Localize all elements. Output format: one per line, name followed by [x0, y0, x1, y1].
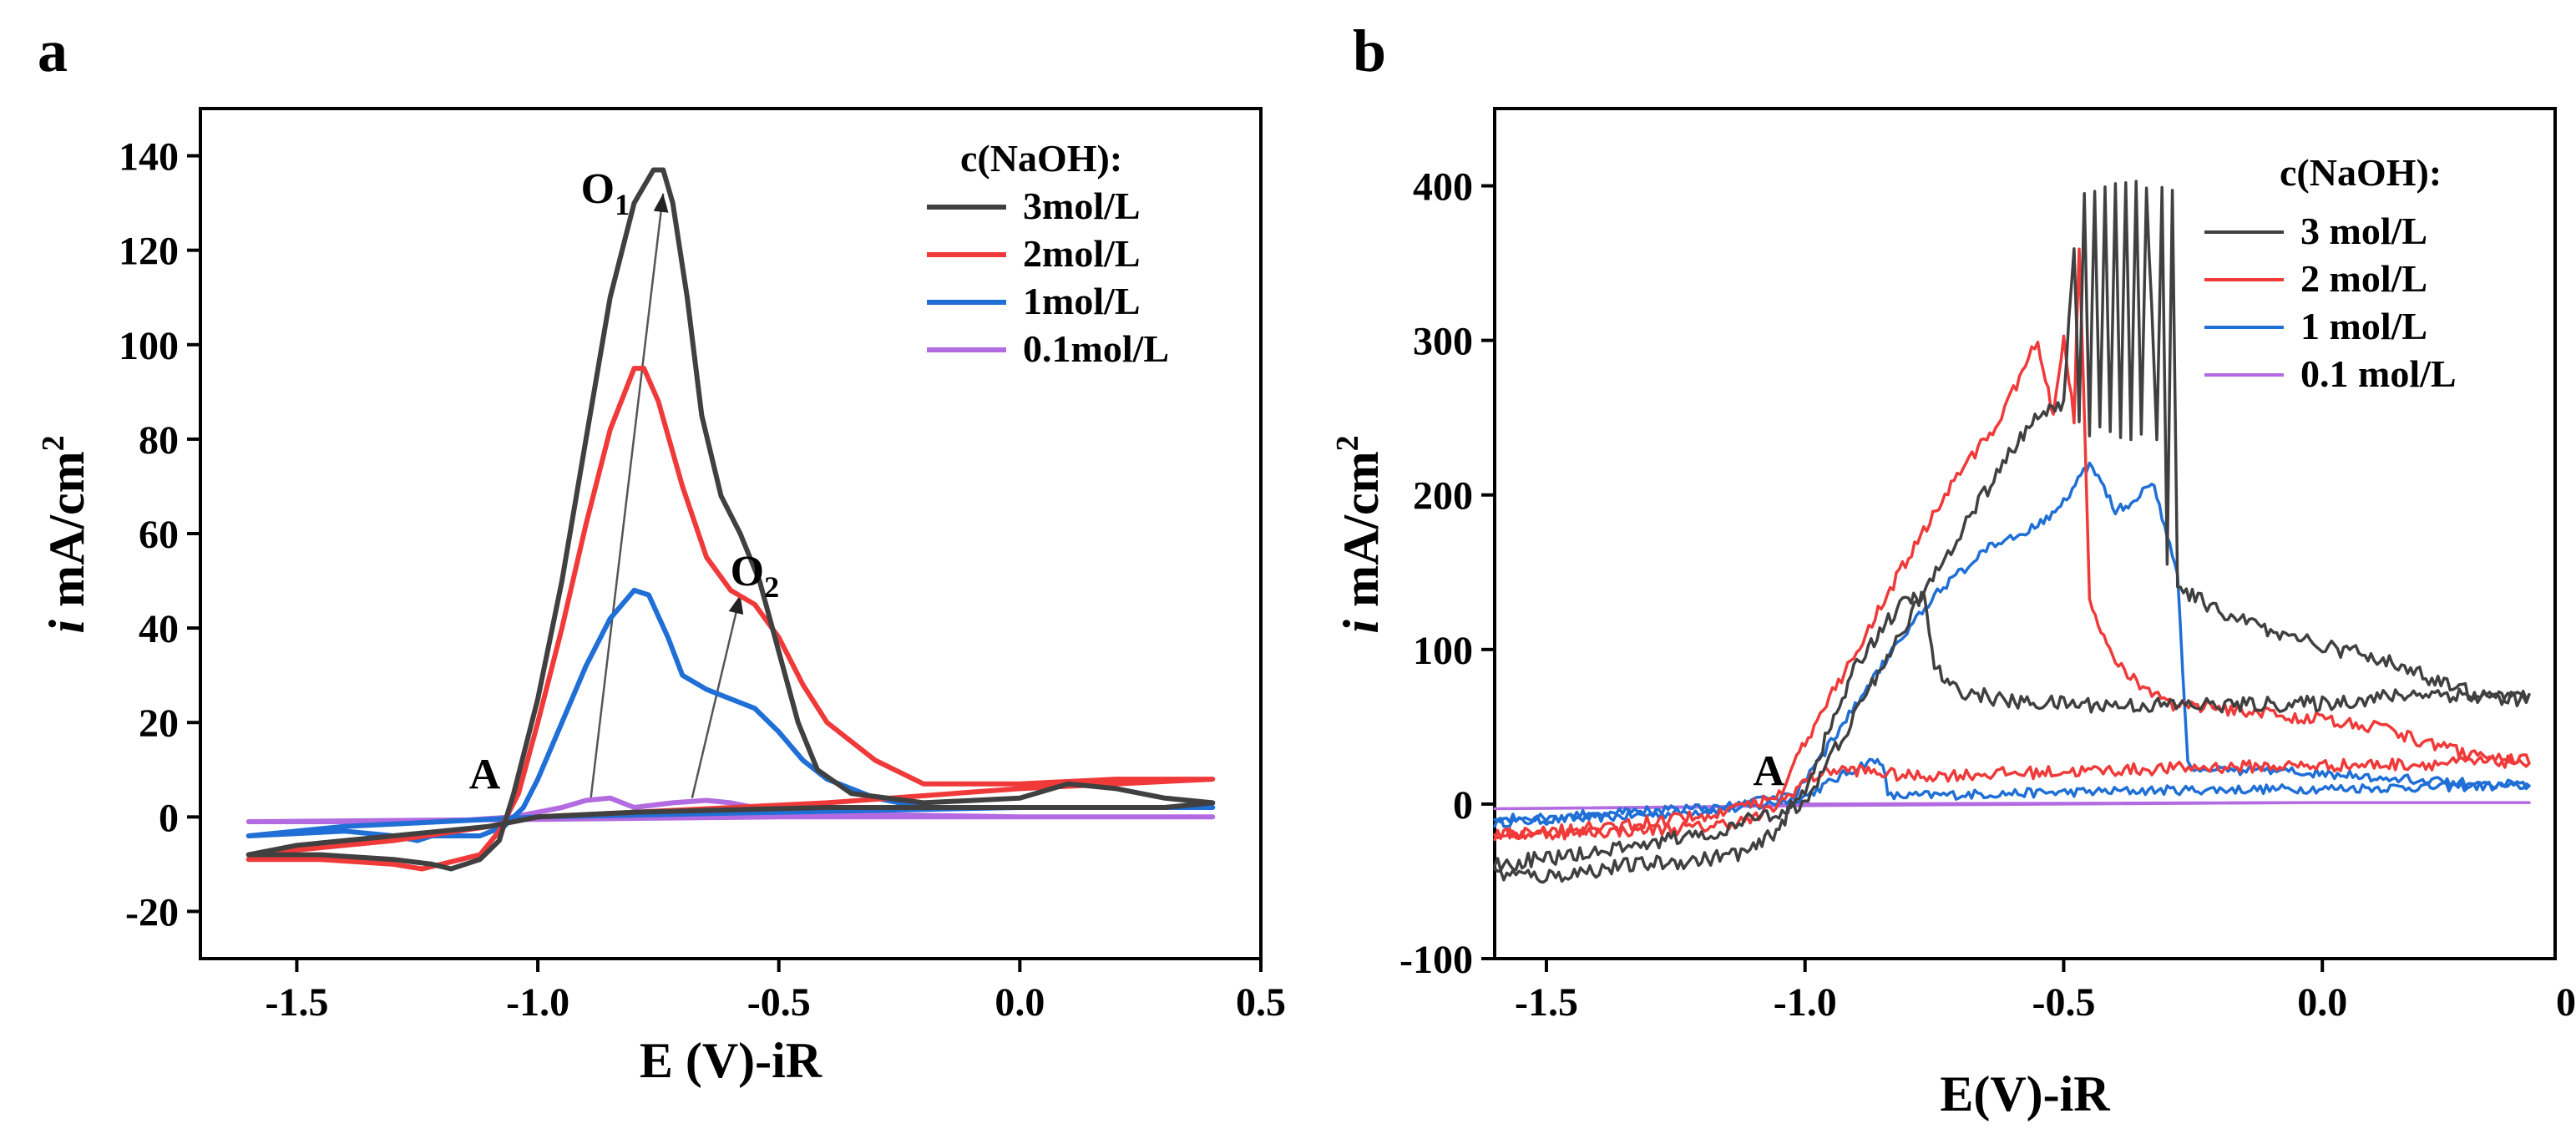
panel-b-annotation-label: A [1754, 748, 1785, 796]
panel-a-y-tick-label: -20 [125, 890, 179, 934]
panel-a-legend-label: 3mol/L [1023, 185, 1141, 227]
panel-b-legend-entry: 0.1 mol/L [2204, 352, 2457, 395]
panel-a-legend-label: 1mol/L [1023, 280, 1141, 322]
panel-b-legend-title: c(NaOH): [2280, 151, 2442, 194]
panel-a-tick-labels: -1.5 -1.0 -0.5 0.0 0.5 -20 0 20 40 60 80 100 120 140 [119, 135, 1286, 1025]
panel-a-annotation-label: O1 [581, 165, 630, 221]
panel-a-ticks [187, 154, 1263, 972]
panel-b-series-line [1493, 180, 2531, 884]
panel-a-arrows [590, 193, 744, 798]
panel-a-y-tick-label: 140 [119, 135, 179, 180]
panel-a-y-tick-label: 100 [119, 324, 179, 368]
panel-a-legend-entry: 3mol/L [927, 185, 1141, 227]
panel-a-x-tick-label: 0.5 [1236, 980, 1286, 1025]
panel-a-legend-entry: 0.1mol/L [927, 327, 1169, 370]
panel-a-legend-label: 2mol/L [1023, 232, 1141, 275]
panel-b-legend-label: 1 mol/L [2300, 305, 2427, 347]
panel-b-label: b [1353, 18, 1386, 84]
panel-a-series-line [245, 167, 1216, 872]
panel-a-legend-entry: 2mol/L [927, 232, 1141, 275]
panel-b-tick-labels: -1.5 -1.0 -0.5 0.0 0.5 -100 0 100 200 300 400 [1399, 165, 2576, 1025]
panel-a-annotations: O1 O2 A [469, 165, 779, 798]
panel-a-x-axis-title: E (V)-iR [640, 1033, 822, 1088]
panel-a-x-tick-label: -0.5 [747, 980, 811, 1025]
panel-a-legend-entries: 3mol/L 2mol/L 1mol/L 0.1mol/L [927, 185, 1169, 370]
panel-b-x-tick-label: 0.0 [2297, 980, 2347, 1025]
panel-b-ticks [1481, 184, 2325, 972]
panel-a-legend-title: c(NaOH): [960, 137, 1122, 180]
panel-a-y-tick-label: 0 [159, 796, 179, 840]
panel-b-y-tick-label: 0 [1453, 783, 1473, 828]
panel-a-legend-label: 0.1mol/L [1023, 327, 1169, 370]
panel-a-x-tick-label: 0.0 [994, 980, 1045, 1025]
panel-a-y-tick-label: 20 [139, 701, 179, 746]
panel-b-y-tick-label: 100 [1413, 629, 1473, 673]
panel-b-series [1493, 180, 2531, 884]
panel-a-chart: a -1.5 -1.0 -0.5 0.0 0.5 -20 0 20 40 60 80 100 120 14… [36, 18, 1286, 1088]
panel-b-plot-frame [1493, 107, 2557, 960]
panel-b-legend-entry: 2 mol/L [2204, 257, 2427, 300]
panel-a-series-line [245, 366, 1216, 872]
panel-a-label: a [38, 18, 68, 84]
panel-b-x-axis-title: E(V)-iR [1940, 1066, 2110, 1121]
panel-b-x-tick-label: -1.5 [1515, 980, 1578, 1025]
panel-a-annotation-arrow [590, 193, 669, 798]
panel-a-series [245, 167, 1216, 872]
panel-b-y-tick-label: 300 [1413, 320, 1473, 364]
panel-b-y-tick-label: 400 [1413, 165, 1473, 210]
panel-b-x-tick-label: 0.5 [2556, 980, 2576, 1025]
panel-b-x-tick-label: -1.0 [1774, 980, 1837, 1025]
panel-a-y-tick-label: 120 [119, 230, 179, 274]
panel-a-y-axis-title: i mA/cm2 [36, 435, 94, 633]
panel-b-legend-entries: 3 mol/L 2 mol/L 1 mol/L 0.1 mol/L [2204, 210, 2457, 395]
panel-b-series-line [1493, 801, 2531, 811]
panel-b-y-tick-label: 200 [1413, 474, 1473, 519]
panel-a-series-line [245, 795, 1216, 824]
panel-a-legend-entry: 1mol/L [927, 280, 1141, 322]
panel-a-y-tick-label: 40 [139, 607, 179, 651]
panel-b-x-tick-label: -0.5 [2032, 980, 2095, 1025]
panel-b-legend-entry: 3 mol/L [2204, 210, 2427, 252]
panel-a-annotation-label: A [469, 751, 501, 798]
panel-b-series-line [1493, 461, 2531, 828]
panel-a-x-tick-label: -1.5 [265, 980, 328, 1025]
panel-b-annotations: A [1754, 748, 1785, 796]
panel-b-legend: c(NaOH): 3 mol/L 2 mol/L 1 mol/L 0.1 mol/L [2204, 151, 2457, 395]
panel-a-annotation-arrow [691, 595, 744, 798]
panel-b-legend-label: 3 mol/L [2300, 210, 2427, 252]
panel-b-legend-entry: 1 mol/L [2204, 305, 2427, 347]
panel-a-legend: c(NaOH): 3mol/L 2mol/L 1mol/L 0.1mol/L [927, 137, 1169, 370]
panel-b-legend-label: 2 mol/L [2300, 257, 2427, 300]
panel-b-legend-label: 0.1 mol/L [2300, 352, 2457, 395]
panel-a-y-tick-label: 60 [139, 513, 179, 557]
panel-a-y-tick-label: 80 [139, 418, 179, 463]
panel-b-series-line [1493, 247, 2531, 842]
panel-a-annotation-label: O2 [731, 548, 779, 604]
panel-b-y-tick-label: -100 [1399, 938, 1473, 982]
panel-a-x-tick-label: -1.0 [506, 980, 569, 1025]
panel-b-y-axis-title: i mA/cm2 [1330, 435, 1389, 633]
